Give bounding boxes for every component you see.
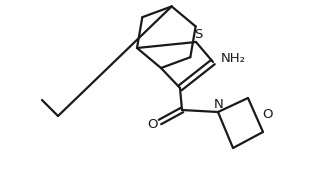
Text: O: O <box>262 109 273 122</box>
Text: O: O <box>148 119 158 132</box>
Text: N: N <box>214 98 224 111</box>
Text: NH₂: NH₂ <box>221 51 246 64</box>
Text: S: S <box>194 27 202 41</box>
